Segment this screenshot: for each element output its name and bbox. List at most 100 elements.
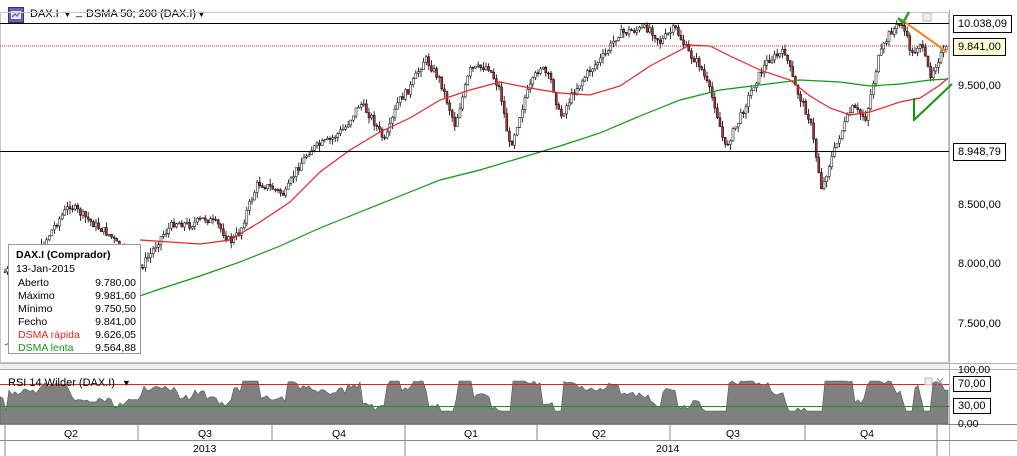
candle-body (586, 70, 589, 78)
rsi-close-icon[interactable] (936, 377, 944, 386)
candle-body (99, 228, 103, 233)
candle-body (383, 136, 386, 139)
high-level-price-tag[interactable]: 10.038,09 (953, 15, 1012, 33)
data-row-label: Máximo (18, 290, 55, 302)
candle-body (209, 218, 212, 223)
candle-body (3, 271, 7, 274)
candle-body (638, 27, 641, 31)
price-axis-label: 9.500,00 (958, 80, 1001, 92)
rsi-title-label[interactable]: RSI 14 Wilder (DAX.I) (8, 377, 115, 389)
candle-body (609, 42, 613, 52)
candle-body (287, 182, 290, 190)
candle-body (877, 54, 880, 73)
candle-body (864, 116, 867, 121)
candle-body (172, 222, 176, 228)
candle-body (248, 201, 251, 211)
candle-body (276, 189, 280, 191)
candle-body (141, 267, 145, 269)
candle-body (708, 80, 711, 87)
data-row-label: Aberto (18, 277, 49, 289)
candle-body (279, 189, 282, 194)
downtrend-line[interactable] (901, 19, 948, 53)
candle-body (570, 92, 574, 104)
candle-body (409, 84, 412, 95)
candle-body (885, 41, 888, 44)
candle-body (809, 118, 813, 124)
candle-body (58, 218, 61, 227)
time-axis-ticks (4, 424, 938, 456)
uptrend-line[interactable] (913, 83, 953, 121)
candle-body (375, 125, 379, 127)
candle-body (437, 76, 441, 79)
slow-ma-line (4, 78, 949, 346)
candle-body (310, 150, 314, 156)
pane-separator[interactable] (0, 363, 949, 369)
candle-body (175, 223, 178, 228)
candle-body (775, 53, 779, 57)
symbol-chevron-down-icon[interactable]: ▼ (63, 9, 72, 19)
candle-body (916, 48, 919, 53)
data-row-value: 9.626,05 (95, 329, 136, 341)
candle-body (313, 145, 316, 151)
candle-body (872, 83, 875, 95)
candle-body (227, 236, 230, 241)
candle-body (703, 69, 706, 77)
candle-body (341, 129, 345, 131)
candle-body (765, 59, 769, 66)
candle-body (887, 31, 891, 42)
price-plot-frame (0, 12, 949, 363)
candle-body (695, 58, 698, 63)
candle-body (294, 167, 298, 177)
candle-body (541, 67, 545, 70)
candle-body (401, 96, 405, 100)
candle-body (635, 29, 639, 33)
candle-body (827, 166, 831, 177)
candle-body (656, 38, 659, 41)
candle-body (393, 108, 397, 118)
indicator-label[interactable]: DSMA 50; 200 (DAX.I) (86, 8, 197, 20)
candle-body (599, 57, 602, 63)
candle-body (814, 138, 818, 158)
candle-body (606, 50, 610, 54)
rsi-pane[interactable] (0, 377, 949, 425)
candle-body (565, 105, 568, 115)
candle-body (170, 222, 173, 229)
candle-body (851, 105, 854, 113)
candle-body (372, 115, 376, 126)
candle-body (107, 234, 111, 236)
data-window-date: 13-Jan-2015 (16, 263, 75, 275)
chart-symbol-icon[interactable] (8, 7, 24, 23)
rsi-chevron-down-icon[interactable]: ▼ (122, 378, 131, 388)
candle-body (450, 110, 454, 118)
candle-body (700, 66, 704, 70)
candle-body (250, 199, 254, 202)
candle-body (843, 121, 847, 132)
candle-body (739, 112, 743, 124)
candle-body (307, 154, 311, 157)
rsi-restore-icon[interactable] (924, 377, 933, 386)
candle-body (859, 109, 862, 115)
indicator-chevron-down-icon[interactable]: ▼ (197, 9, 206, 19)
current-price-tag[interactable]: 9.841,00 (953, 38, 1006, 56)
panel-restore-icon[interactable] (922, 12, 932, 22)
candle-body (645, 24, 649, 33)
candle-body (414, 72, 418, 79)
candle-body (900, 24, 904, 27)
symbol-label[interactable]: DAX.I (30, 8, 59, 20)
candle-body (92, 221, 95, 228)
price-axis-label: 8.000,00 (958, 258, 1001, 270)
rsi-title[interactable]: RSI 14 Wilder (DAX.I) ▼ (8, 377, 131, 389)
candle-body (729, 140, 732, 145)
candle-body (359, 104, 363, 108)
candle-body (214, 219, 217, 221)
candle-body (268, 184, 272, 187)
candle-body (547, 72, 550, 75)
candle-body (560, 108, 563, 117)
candle-body (526, 88, 529, 99)
low-level-price-tag[interactable]: 8.948,79 (953, 143, 1006, 161)
candle-body (783, 49, 787, 56)
candle-body (484, 66, 488, 70)
candle-body (73, 205, 77, 210)
candle-body (861, 113, 865, 117)
